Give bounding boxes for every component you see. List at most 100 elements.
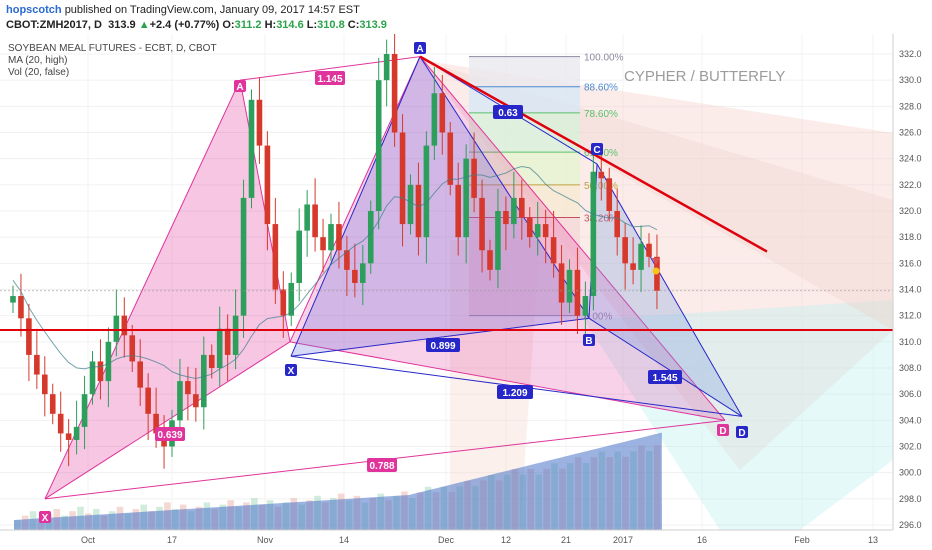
candle-body xyxy=(65,433,72,440)
candle-body xyxy=(519,197,525,218)
legend-ma: MA (20, high) xyxy=(8,55,67,66)
ratio-label: 1.145 xyxy=(317,74,342,85)
candle-body xyxy=(248,99,255,198)
candle-body xyxy=(367,211,374,264)
y-tick-label: 320.0 xyxy=(899,206,922,216)
candle-body xyxy=(463,158,469,238)
candle-body xyxy=(26,318,32,355)
x-tick-label: 13 xyxy=(868,535,878,545)
candle-body xyxy=(344,250,350,270)
candle-body xyxy=(360,263,366,283)
y-tick-label: 296.0 xyxy=(899,520,922,530)
author-link[interactable]: hopscotch xyxy=(6,4,62,16)
candle-body xyxy=(614,211,620,238)
butterfly-x-label-bg xyxy=(39,511,51,523)
x-tick-label: 16 xyxy=(697,535,707,545)
symbol: CBOT:ZMH2017, D xyxy=(6,19,102,31)
x-tick-label: Oct xyxy=(81,535,96,545)
candle-body xyxy=(383,54,390,81)
price-chart[interactable]: 100.00%88.60%78.60%61.80%50.00%38.20%0.0… xyxy=(0,34,932,550)
y-tick-label: 322.0 xyxy=(899,180,922,190)
cypher-x-label-bg xyxy=(285,364,297,376)
time-axis[interactable] xyxy=(0,530,893,550)
fan-zone-cyan xyxy=(584,300,893,530)
quote-line: CBOT:ZMH2017, D 313.9 ▲+2.4 (+0.77%) O:3… xyxy=(6,19,387,31)
candle-body xyxy=(264,145,271,225)
y-tick-label: 312.0 xyxy=(899,311,922,321)
l-label: L: xyxy=(306,19,318,31)
candle-body xyxy=(81,394,88,427)
candle-body xyxy=(391,54,398,133)
y-tick-label: 300.0 xyxy=(899,468,922,478)
butterfly-d-label-bg xyxy=(717,424,729,436)
candle-body xyxy=(487,250,493,270)
volume-ma-area xyxy=(14,432,662,530)
candle-body xyxy=(113,315,120,342)
candle-body xyxy=(352,269,358,283)
low-value: 310.8 xyxy=(317,19,345,31)
x-tick-label: 2017 xyxy=(613,535,633,545)
candle-body xyxy=(280,289,287,316)
cypher-leg xyxy=(588,317,743,417)
candle-body xyxy=(479,197,485,251)
candle-body xyxy=(18,296,24,319)
candle-body xyxy=(495,211,501,270)
candle-body xyxy=(646,243,652,257)
cypher-a-label: A xyxy=(416,44,423,55)
marker-dot xyxy=(652,267,660,275)
candle-body xyxy=(89,361,96,395)
candle-body xyxy=(558,263,565,303)
high-value: 314.6 xyxy=(276,19,304,31)
ratio-label: 1.545 xyxy=(652,373,677,384)
candle-body xyxy=(232,315,239,355)
butterfly-x-label: X xyxy=(42,513,49,524)
butterfly-a-label: A xyxy=(236,82,243,93)
candle-body xyxy=(201,354,207,408)
y-tick-label: 310.0 xyxy=(899,337,922,347)
candle-body xyxy=(423,145,430,238)
candle-body xyxy=(455,184,461,238)
ratio-label-bg xyxy=(493,105,523,119)
candle-body xyxy=(208,354,215,368)
y-tick-label: 308.0 xyxy=(899,363,922,373)
ratio-label: 0.788 xyxy=(369,461,394,472)
candle-body xyxy=(312,204,318,238)
y-tick-label: 298.0 xyxy=(899,494,922,504)
last-price: 313.9 xyxy=(108,19,136,31)
candle-body xyxy=(121,315,128,336)
price-axis[interactable] xyxy=(893,34,932,530)
candle-body xyxy=(511,197,517,225)
change: +2.4 (+0.77%) xyxy=(149,19,220,31)
candle-body xyxy=(137,361,143,388)
y-tick-label: 304.0 xyxy=(899,415,922,425)
candle-body xyxy=(447,132,454,185)
candle-body xyxy=(145,387,151,414)
cypher-leg xyxy=(290,317,590,357)
cypher-c-label: C xyxy=(593,145,600,156)
candle-body xyxy=(471,158,477,198)
butterfly-a-label-bg xyxy=(234,80,246,92)
candlesticks xyxy=(10,34,660,469)
fib-band xyxy=(469,56,580,87)
c-label: C: xyxy=(347,19,360,31)
candle-body xyxy=(542,224,549,238)
candle-body xyxy=(503,211,509,225)
ratio-label: 0.639 xyxy=(157,430,182,441)
candle-body xyxy=(177,381,183,421)
candle-body xyxy=(574,269,581,316)
candle-body xyxy=(407,184,414,225)
candle-body xyxy=(57,413,64,434)
y-tick-label: 332.0 xyxy=(899,49,922,59)
cypher-leg xyxy=(596,163,743,417)
candle-body xyxy=(550,237,557,264)
y-tick-label: 314.0 xyxy=(899,285,922,295)
y-tick-label: 330.0 xyxy=(899,75,922,85)
candle-body xyxy=(304,204,310,231)
candle-body xyxy=(590,171,597,297)
pattern-annotation: CYPHER / BUTTERFLY xyxy=(624,68,785,85)
cypher-bcd-fill xyxy=(589,163,742,417)
y-tick-label: 318.0 xyxy=(899,232,922,242)
cypher-b-label-bg xyxy=(583,334,595,346)
candle-body xyxy=(336,224,342,251)
cypher-d-label-bg xyxy=(736,426,748,438)
